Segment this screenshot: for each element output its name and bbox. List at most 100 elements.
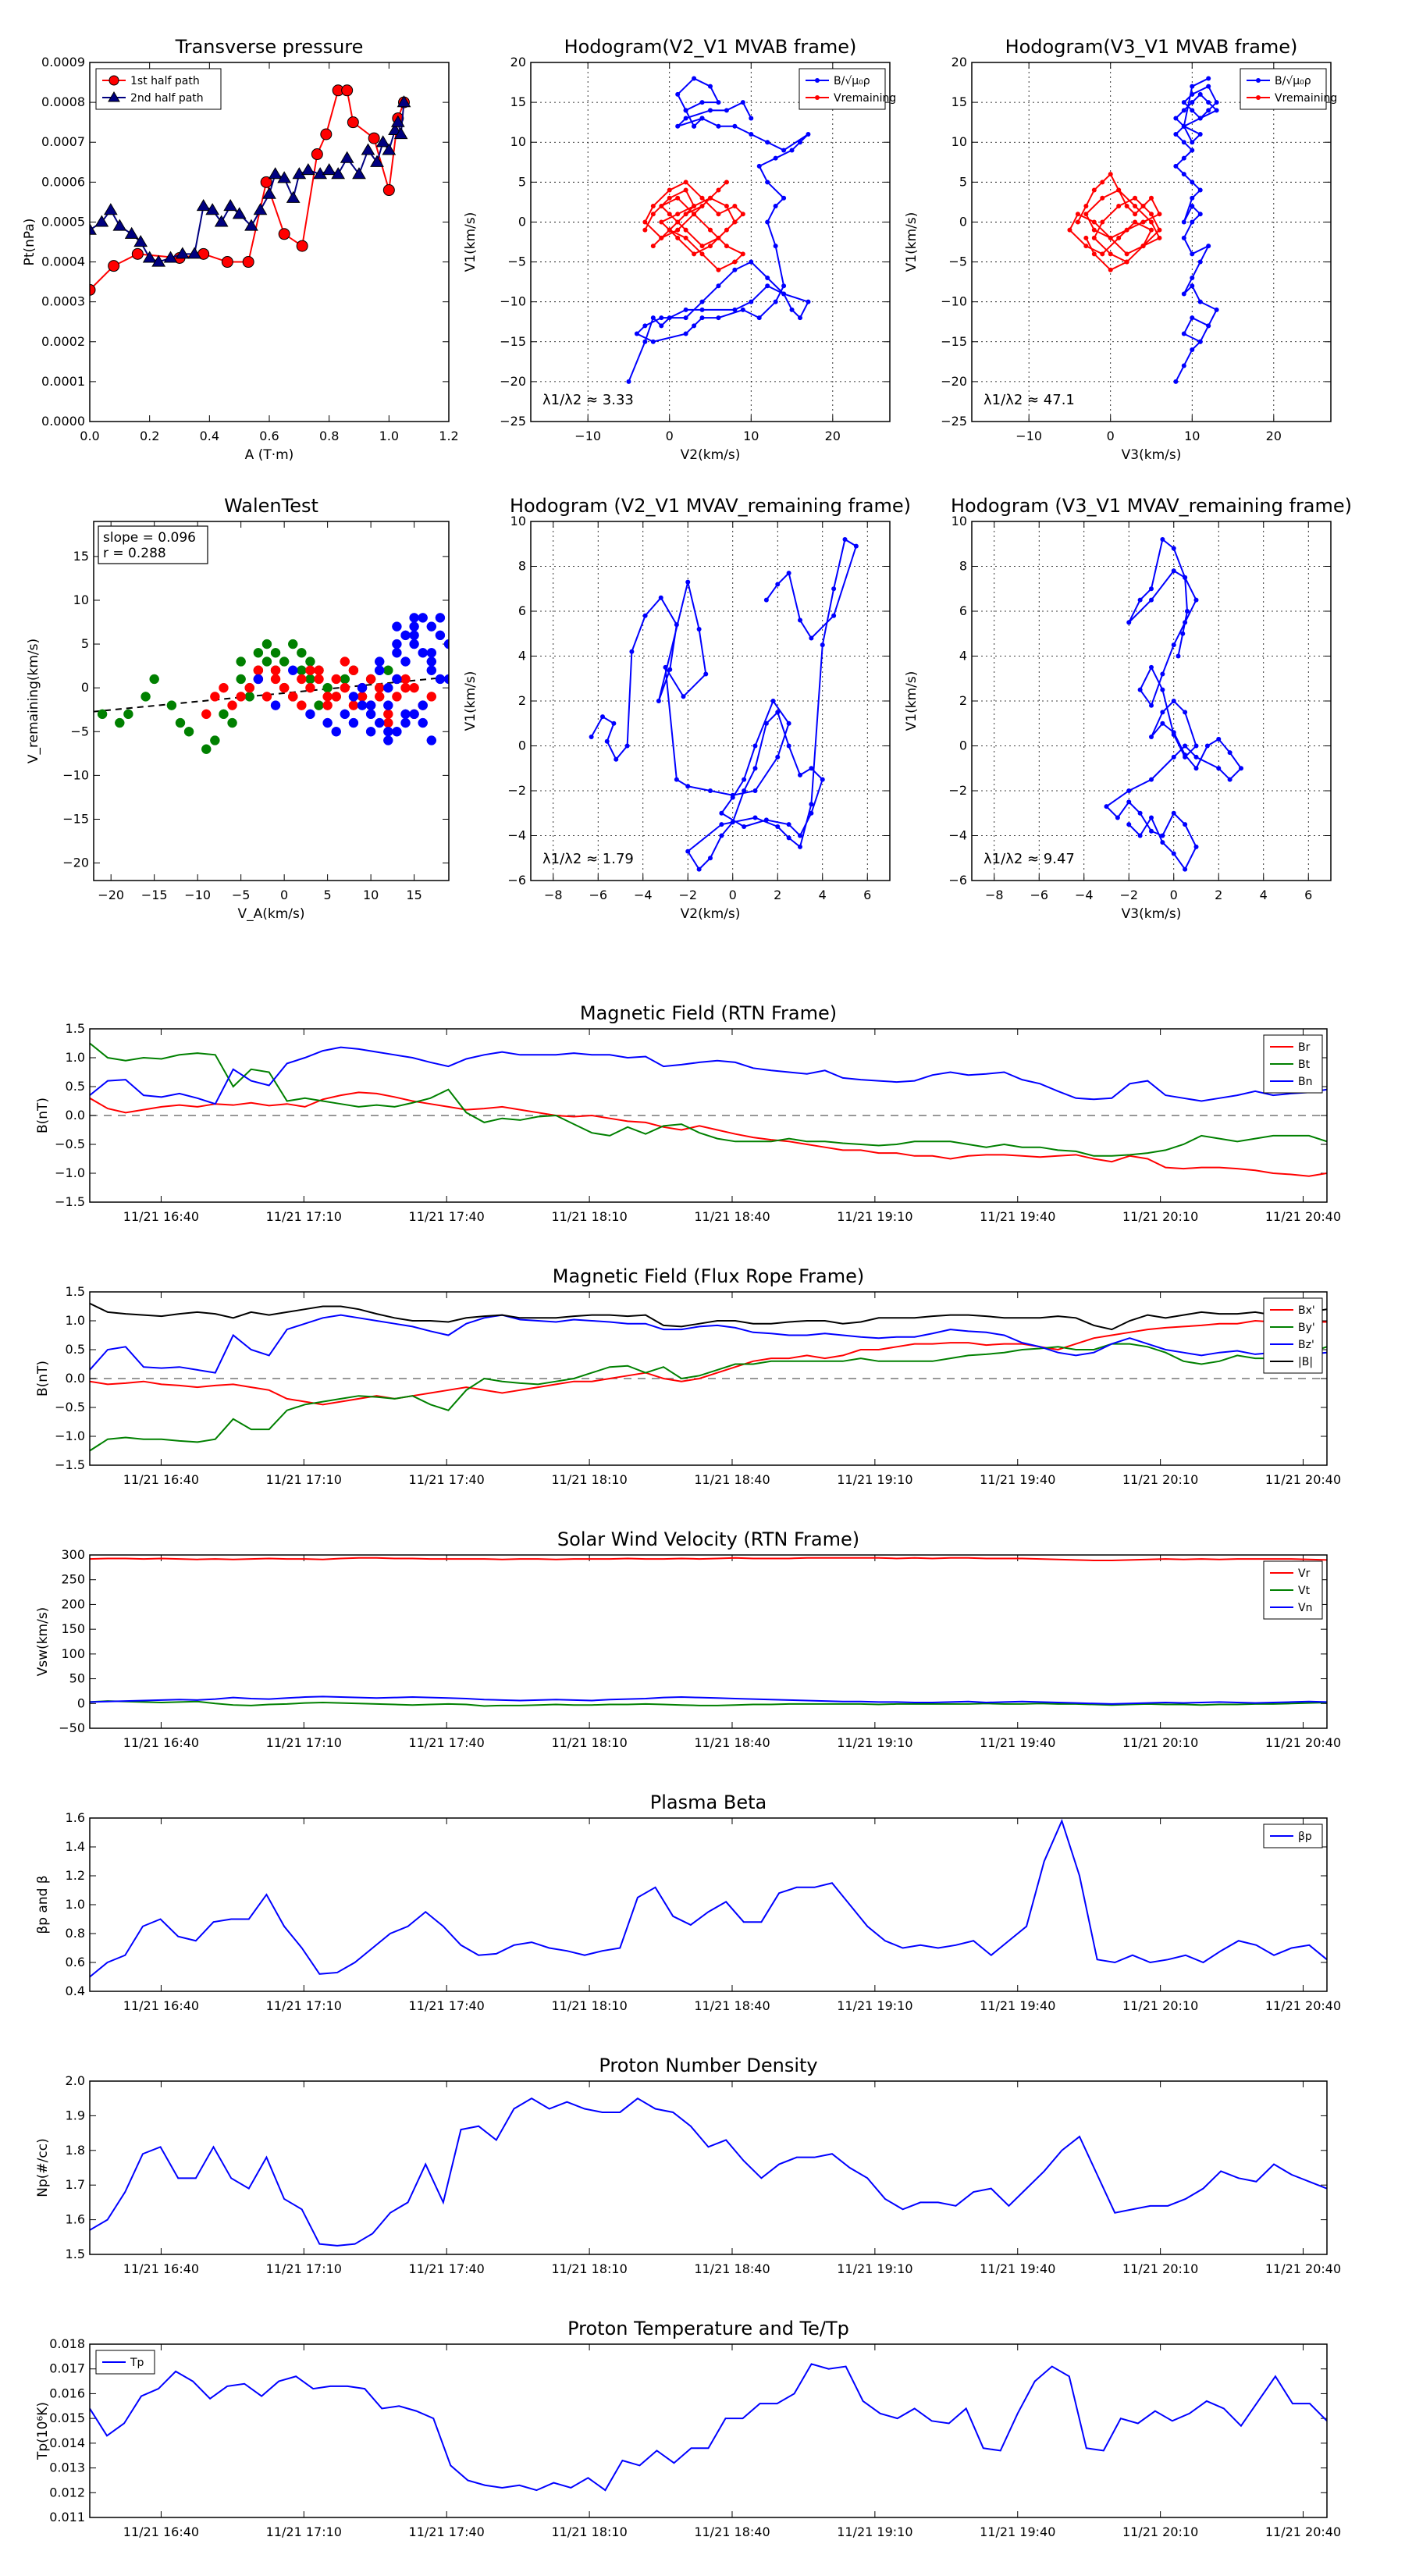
data-point: [392, 727, 402, 737]
x-tick-label: 11/21 18:10: [551, 2524, 627, 2539]
data-point: [634, 331, 639, 336]
data-point: [1190, 195, 1195, 201]
plot-frame: [89, 1554, 1328, 1729]
x-tick-label: 11/21 17:40: [409, 1998, 485, 2013]
y-tick-label: −5: [948, 254, 967, 269]
chart-title: Plasma Beta: [650, 1791, 767, 1813]
data-point: [742, 777, 747, 782]
data-point: [1160, 840, 1165, 845]
y-tick-label: 15: [951, 94, 967, 109]
x-tick-label: 0: [1107, 429, 1115, 443]
x-tick-label: −10: [184, 888, 211, 902]
data-point: [426, 665, 437, 675]
data-point: [383, 700, 393, 710]
series-2nd-half-path: [90, 95, 411, 267]
legend: Br Bt Bn: [1263, 1034, 1323, 1094]
data-point: [699, 299, 705, 304]
data-point: [1171, 851, 1176, 856]
data-point: [765, 276, 770, 280]
data-point: [297, 674, 307, 685]
data-point: [365, 700, 376, 710]
data-point: [219, 682, 229, 693]
series-line: [590, 538, 858, 871]
data-point: [348, 692, 359, 702]
series-line: [1174, 77, 1218, 382]
data-point: [1149, 597, 1154, 603]
data-point: [683, 227, 688, 233]
data-point: [781, 291, 787, 297]
data-point: [277, 171, 292, 183]
data-point: [1190, 108, 1195, 113]
data-point: [1100, 180, 1105, 185]
y-tick-label: 6: [959, 603, 967, 618]
data-point: [1083, 204, 1089, 208]
data-point: [789, 148, 795, 153]
data-point: [798, 772, 802, 777]
data-point: [1137, 597, 1143, 603]
y-tick-label: 0.0007: [41, 134, 85, 149]
y-tick-label: −10: [941, 294, 967, 309]
data-point: [716, 235, 721, 240]
data-point: [1193, 743, 1199, 749]
x-tick-label: 0.0: [80, 429, 99, 443]
data-point: [205, 203, 220, 215]
data-point: [270, 674, 281, 685]
series-vn: [90, 1695, 1327, 1705]
x-axis-label: V2(km/s): [681, 447, 741, 463]
data-point: [1227, 750, 1232, 756]
data-point: [675, 227, 681, 233]
y-tick-label: 1.6: [66, 1810, 85, 1825]
chart-title: Magnetic Field (Flux Rope Frame): [553, 1265, 864, 1287]
data-point: [853, 543, 859, 549]
x-tick-label: 4: [819, 888, 827, 902]
series-by-: [90, 1343, 1327, 1452]
data-point: [1193, 766, 1199, 771]
data-point: [806, 299, 811, 304]
series-bz-: [90, 1314, 1327, 1374]
data-point: [732, 259, 738, 265]
data-point: [1173, 163, 1179, 169]
data-point: [286, 190, 301, 203]
data-point: [1197, 339, 1203, 344]
data-point: [752, 766, 758, 771]
y-tick-label: 1.7: [66, 2177, 85, 2192]
data-point: [820, 642, 825, 648]
x-tick-label: 20: [1266, 429, 1282, 443]
data-point: [1190, 347, 1195, 352]
data-point: [426, 648, 437, 658]
series-bn: [90, 1046, 1327, 1105]
data-point: [749, 299, 754, 304]
data-point: [763, 817, 769, 823]
data-point: [1181, 219, 1186, 225]
y-tick-label: 0.5: [66, 1079, 85, 1094]
legend-marker: [108, 91, 120, 102]
legend: Tp: [95, 2350, 155, 2375]
data-point: [1183, 743, 1188, 749]
data-point: [589, 735, 594, 739]
data-point: [614, 756, 619, 762]
plot-area: [94, 613, 449, 754]
data-point: [719, 833, 724, 838]
x-tick-label: −15: [141, 888, 168, 902]
data-point: [1190, 100, 1195, 105]
y-tick-label: −15: [500, 334, 526, 349]
data-point: [287, 639, 298, 649]
data-point: [1100, 251, 1105, 257]
data-point: [418, 613, 428, 623]
data-point: [708, 788, 713, 793]
data-point: [798, 617, 802, 623]
data-point: [1171, 568, 1176, 574]
data-point: [650, 244, 656, 249]
x-tick-label: 6: [863, 888, 871, 902]
x-tick-label: 11/21 19:40: [980, 1735, 1055, 1750]
legend-label: Vr: [1298, 1567, 1311, 1580]
data-point: [683, 235, 688, 240]
x-axis-label: V_A(km/s): [237, 906, 304, 922]
data-point: [1190, 219, 1195, 225]
data-point: [409, 630, 419, 641]
x-tick-label: 0.6: [259, 429, 279, 443]
data-point: [773, 244, 778, 249]
data-point: [806, 132, 811, 137]
y-tick-label: 0.012: [49, 2485, 85, 2500]
x-tick-label: 10: [743, 429, 759, 443]
